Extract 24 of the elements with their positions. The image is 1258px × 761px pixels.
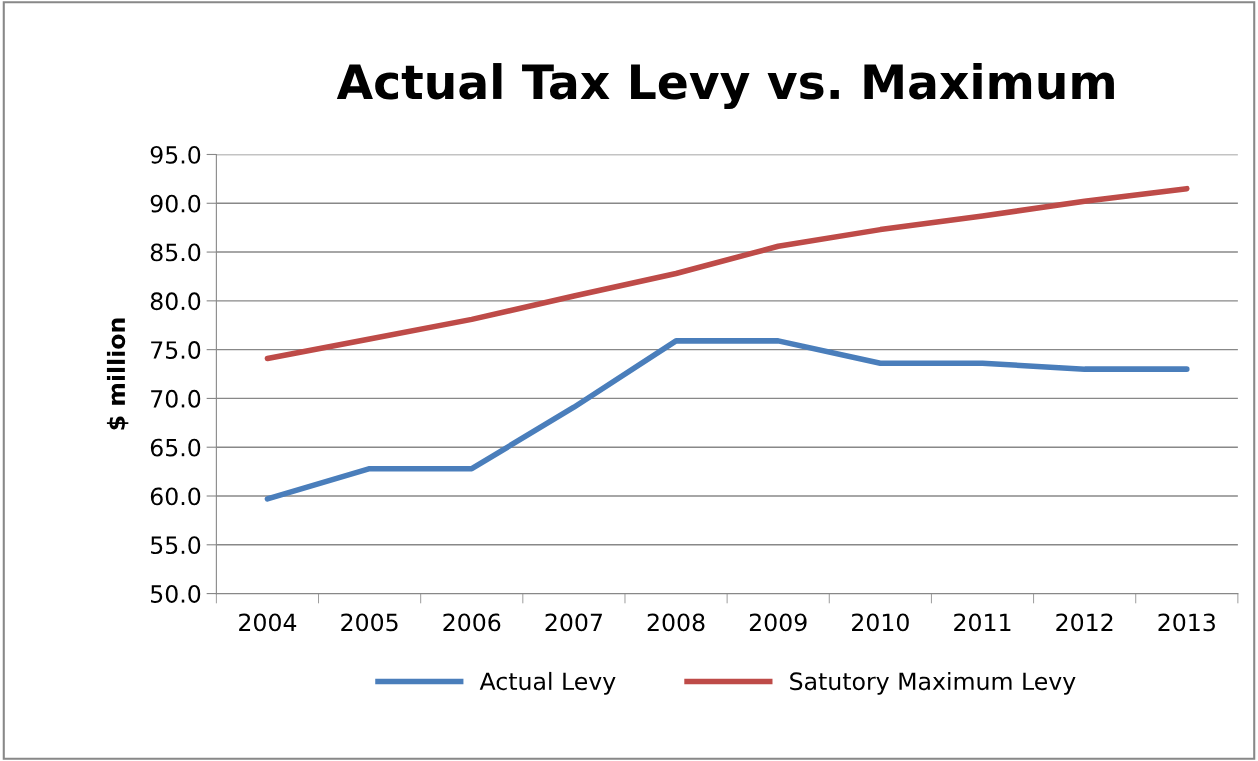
x-tick-label: 2006 xyxy=(443,613,501,632)
legend-label: Actual Levy xyxy=(479,671,616,695)
x-tick-label: 2005 xyxy=(341,613,398,632)
x-tick-label: 2011 xyxy=(954,613,1011,632)
y-tick-label: 75.0 xyxy=(151,341,201,359)
y-tick-label: 65.0 xyxy=(150,438,201,457)
y-tick-label: 80.0 xyxy=(150,292,201,311)
x-tick-label: 2010 xyxy=(852,613,909,632)
x-tick-label: 2013 xyxy=(1158,613,1215,632)
y-tick-label: 90.0 xyxy=(150,194,201,213)
x-tick-label: 2007 xyxy=(545,613,602,632)
legend-label: Satutory Maximum Levy xyxy=(790,671,1076,695)
y-axis-title: $ million xyxy=(106,318,129,430)
chart-title: Actual Tax Levy vs. Maximum xyxy=(336,63,1114,110)
x-tick-label: 2009 xyxy=(749,613,807,632)
x-tick-label: 2004 xyxy=(239,613,297,632)
y-tick-label: 95.0 xyxy=(150,145,201,164)
y-tick-label: 70.0 xyxy=(151,389,201,408)
y-tick-label: 60.0 xyxy=(150,487,201,506)
y-tick-label: 55.0 xyxy=(151,536,201,555)
y-tick-label: 50.0 xyxy=(151,585,201,603)
x-tick-label: 2012 xyxy=(1056,613,1113,632)
y-tick-label: 85.0 xyxy=(150,243,201,262)
x-tick-label: 2008 xyxy=(647,613,705,632)
